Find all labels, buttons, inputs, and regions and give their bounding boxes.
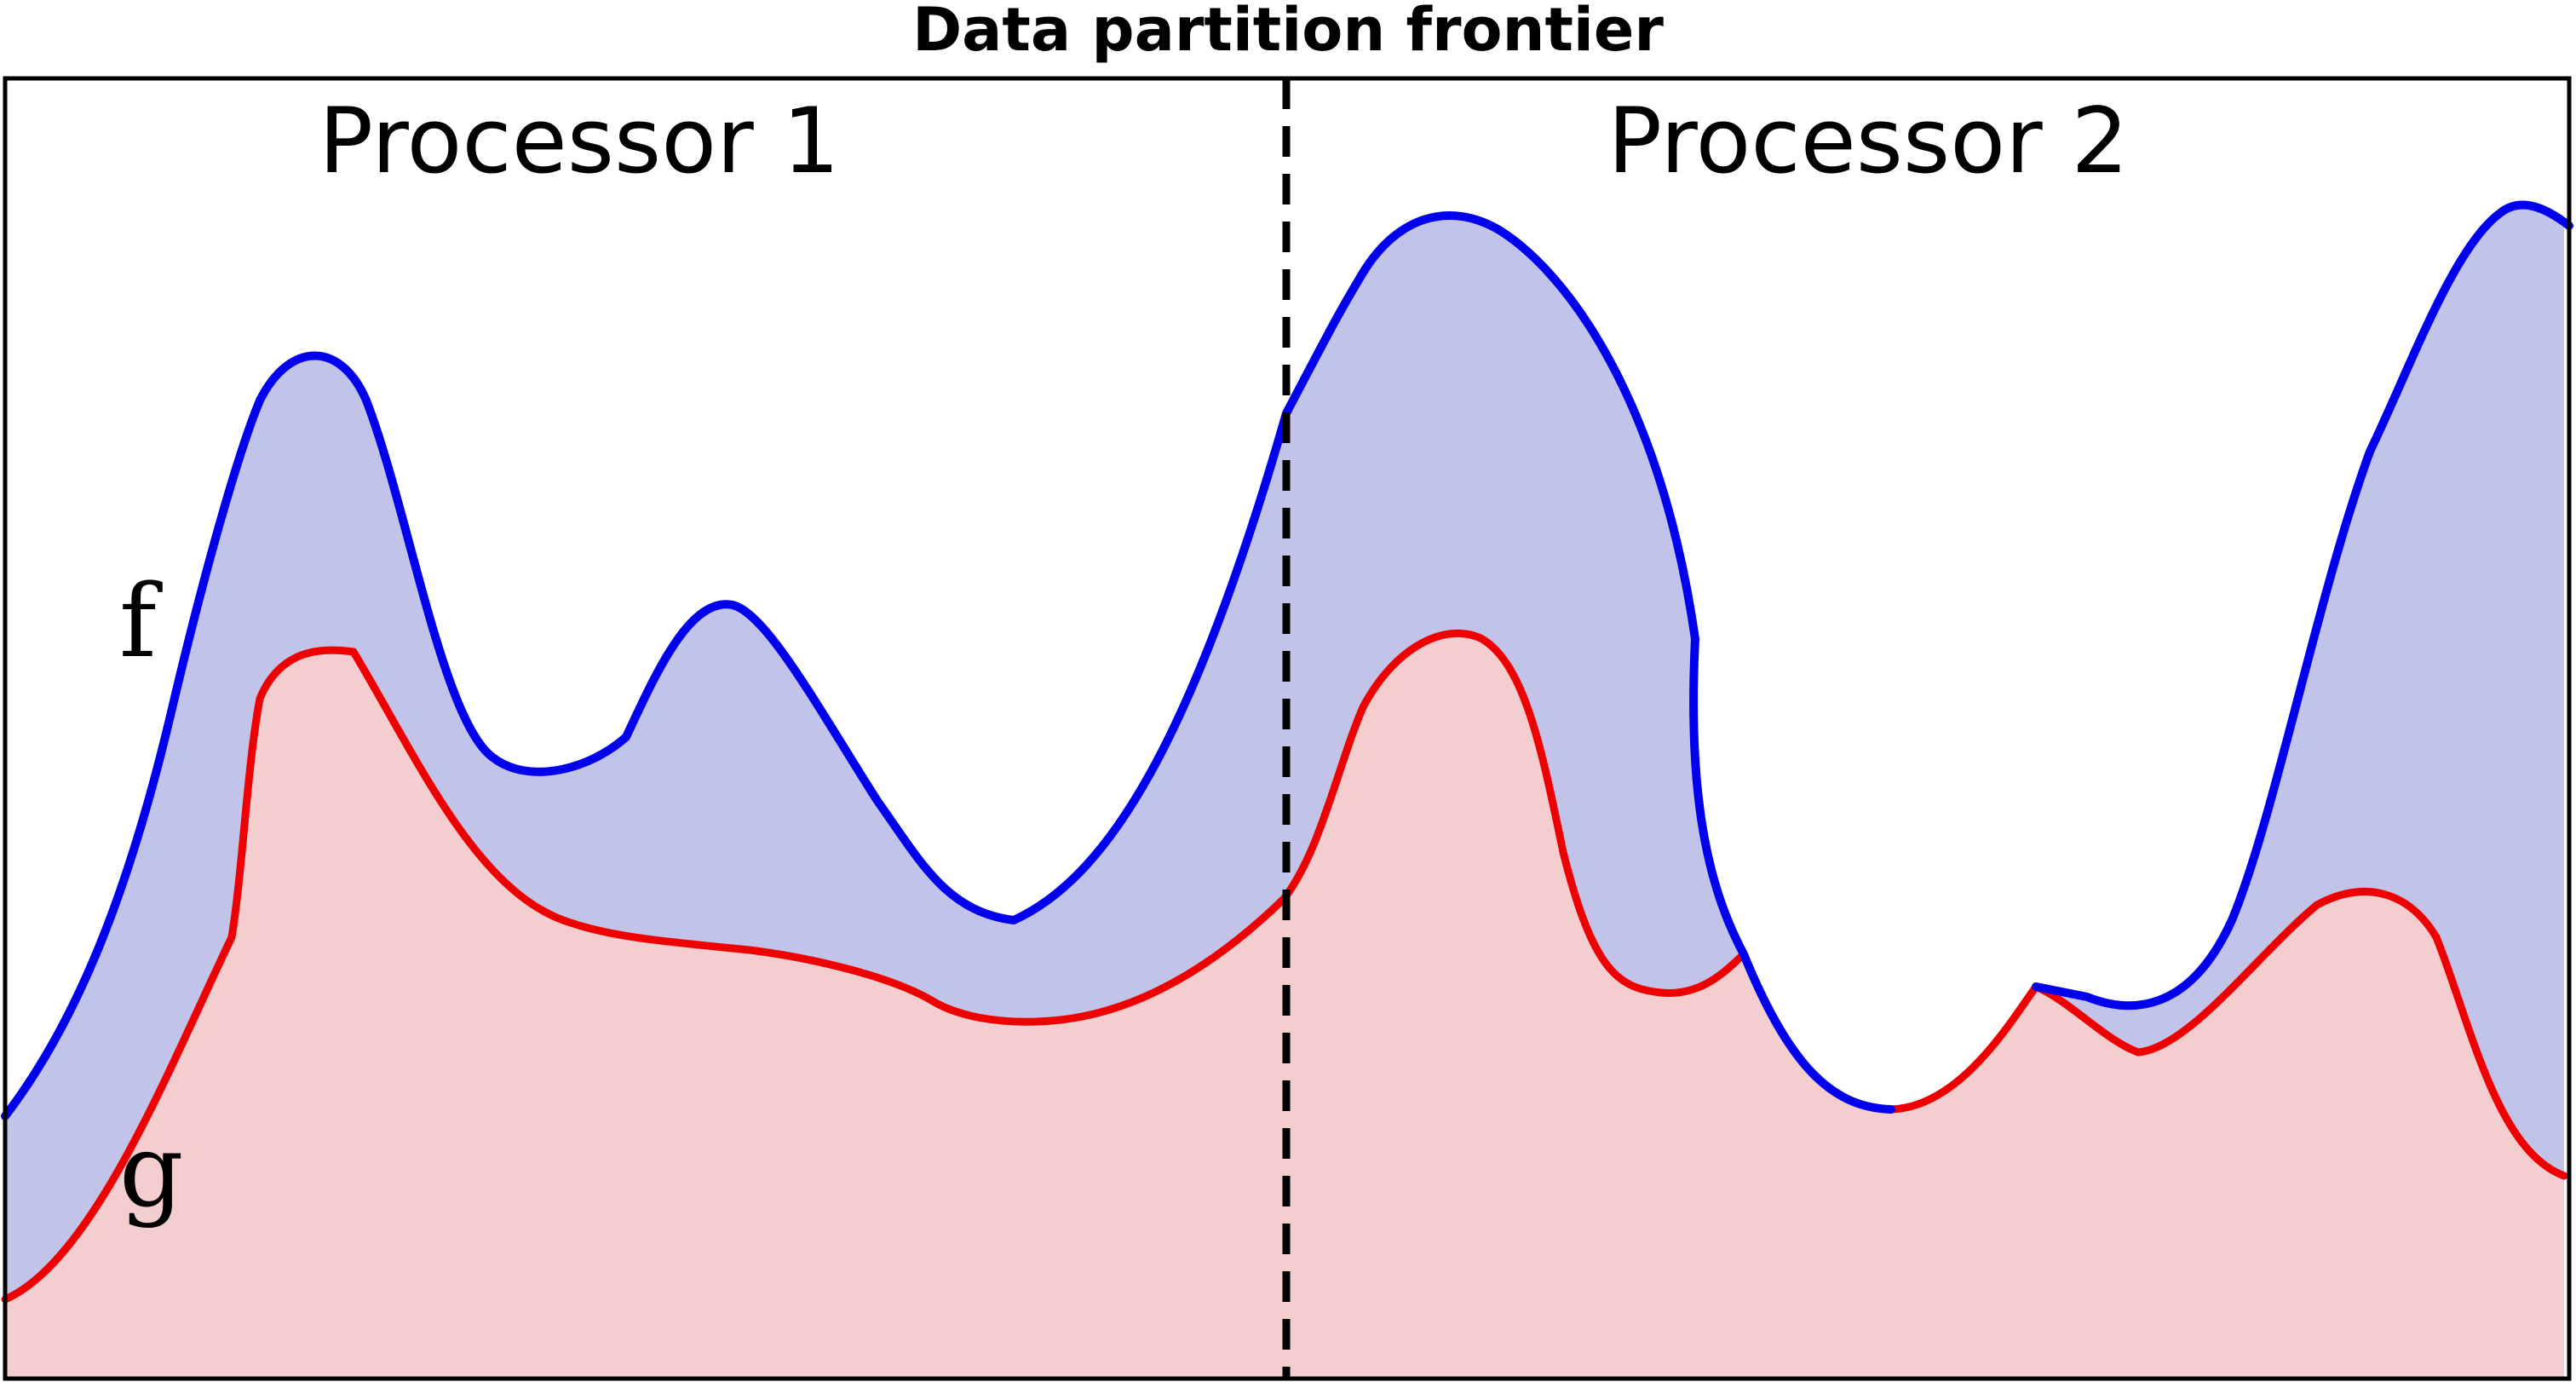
curve-f xyxy=(1,210,1895,1120)
region-label-processor-1: Processor 1 xyxy=(319,89,840,193)
curve-label-f: f xyxy=(119,562,163,680)
curve-f-right-segment xyxy=(2032,200,2573,1011)
curve-label-g: g xyxy=(119,1112,184,1229)
diagram-title: Data partition frontier xyxy=(912,0,1664,65)
curve-g xyxy=(1,629,2568,1304)
region-label-processor-2: Processor 2 xyxy=(1607,89,2129,193)
